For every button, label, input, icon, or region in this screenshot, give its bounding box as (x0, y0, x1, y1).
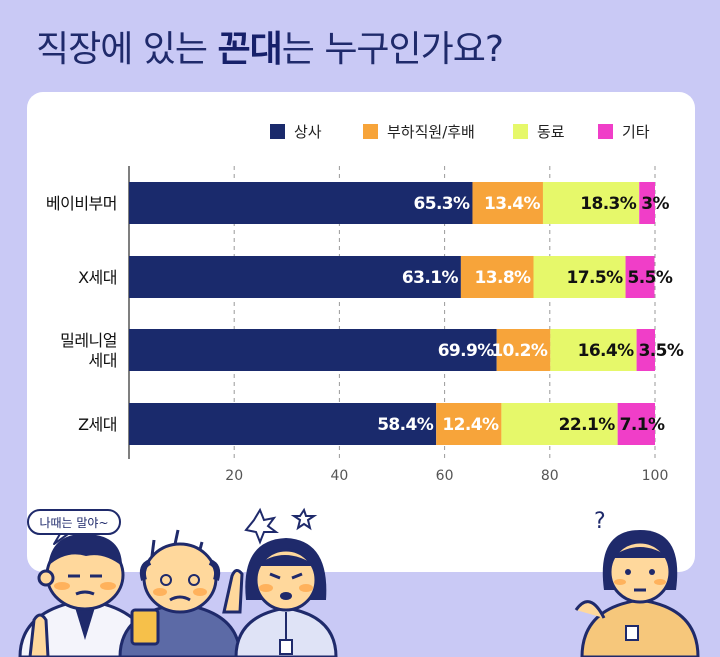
bar-segment (129, 256, 461, 298)
bar-segment (636, 329, 655, 371)
data-label: 3.5% (639, 341, 684, 361)
data-label: 3% (641, 194, 669, 214)
bar-segment (542, 182, 640, 224)
person-bald-icon (118, 529, 244, 657)
data-label: 7.1% (620, 415, 665, 435)
speech-bubble: 나때는 말야~ (27, 509, 121, 545)
legend-swatch (363, 124, 378, 139)
page-title: 직장에 있는 꼰대는 누구인가요? (36, 20, 504, 72)
data-label: 65.3% (413, 194, 470, 214)
bar-segment (436, 403, 502, 445)
stacked-bar-chart: 20 40 60 80 100 베이비부머 65.3% 13.4% 18.3% 3% X세대 63.… (46, 123, 685, 484)
x-tick-label: 80 (541, 468, 559, 484)
x-tick-label: 60 (436, 468, 454, 484)
data-label: 13.4% (484, 194, 541, 214)
title-pre: 직장에 있는 (36, 29, 218, 70)
data-label: 22.1% (559, 415, 616, 435)
legend-swatch (513, 124, 528, 139)
legend-label: 상사 (294, 123, 322, 141)
title-emphasis: 꼰대 (217, 29, 283, 70)
bar-segment (533, 256, 626, 298)
legend-label: 부하직원/후배 (387, 123, 475, 141)
x-tick-label: 20 (225, 468, 243, 484)
x-tick-label: 100 (642, 468, 669, 484)
legend-swatch (598, 124, 613, 139)
svg-text:?: ? (594, 509, 606, 534)
data-label: 16.4% (578, 341, 635, 361)
bar-segment (129, 403, 437, 445)
data-label: 63.1% (402, 268, 459, 288)
data-label: 58.4% (377, 415, 434, 435)
data-label: 18.3% (580, 194, 637, 214)
data-label: 13.8% (475, 268, 532, 288)
bar-segment (501, 403, 618, 445)
legend-swatch (270, 124, 285, 139)
data-label: 69.9% (438, 341, 495, 361)
bar-segment (472, 182, 543, 224)
category-label: 밀레니얼 세대 (60, 331, 117, 370)
legend-label: 기타 (622, 123, 650, 141)
person-confused-icon: ? (574, 509, 700, 657)
data-label: 17.5% (567, 268, 624, 288)
bar-segment (496, 329, 551, 371)
bar-segment (639, 182, 655, 224)
bar-segment (550, 329, 637, 371)
chart-card: 20 40 60 80 100 베이비부머 65.3% 13.4% 18.3% 3% X세대 63.… (27, 92, 695, 572)
bar-segment (617, 403, 655, 445)
legend-label: 동료 (537, 123, 565, 141)
office-workers-illustration: 나때는 말야~ (18, 507, 700, 657)
data-label: 5.5% (628, 268, 673, 288)
speech-bubble-text: 나때는 말야~ (39, 516, 108, 530)
person-angry-icon (234, 507, 338, 657)
data-label: 10.2% (491, 341, 548, 361)
bar-segment (129, 182, 473, 224)
bar-segment (460, 256, 534, 298)
x-tick-label: 40 (330, 468, 348, 484)
bar-segment (625, 256, 655, 298)
category-label: X세대 (78, 268, 117, 287)
data-label: 12.4% (442, 415, 499, 435)
category-label: 베이비부머 (46, 194, 117, 213)
category-label: Z세대 (78, 415, 117, 434)
title-post: 는 누구인가요? (281, 29, 504, 70)
person-boss-icon (18, 533, 152, 657)
bar-segment (129, 329, 497, 371)
